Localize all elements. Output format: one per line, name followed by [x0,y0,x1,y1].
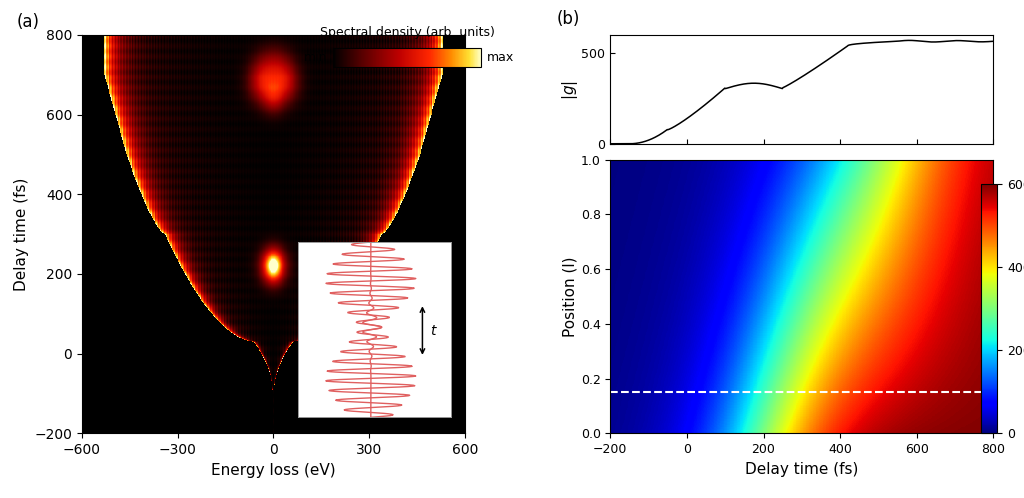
Text: min: min [304,51,328,64]
Text: Spectral density (arb. units): Spectral density (arb. units) [319,26,495,39]
X-axis label: Energy loss (eV): Energy loss (eV) [211,463,336,478]
Text: (a): (a) [16,13,40,31]
Text: max: max [486,51,514,64]
X-axis label: Delay time (fs): Delay time (fs) [745,462,858,477]
Y-axis label: Position (l): Position (l) [563,256,578,337]
Text: (b): (b) [557,10,581,28]
Y-axis label: Delay time (fs): Delay time (fs) [13,177,29,291]
Y-axis label: $|g|$: $|g|$ [560,80,581,100]
